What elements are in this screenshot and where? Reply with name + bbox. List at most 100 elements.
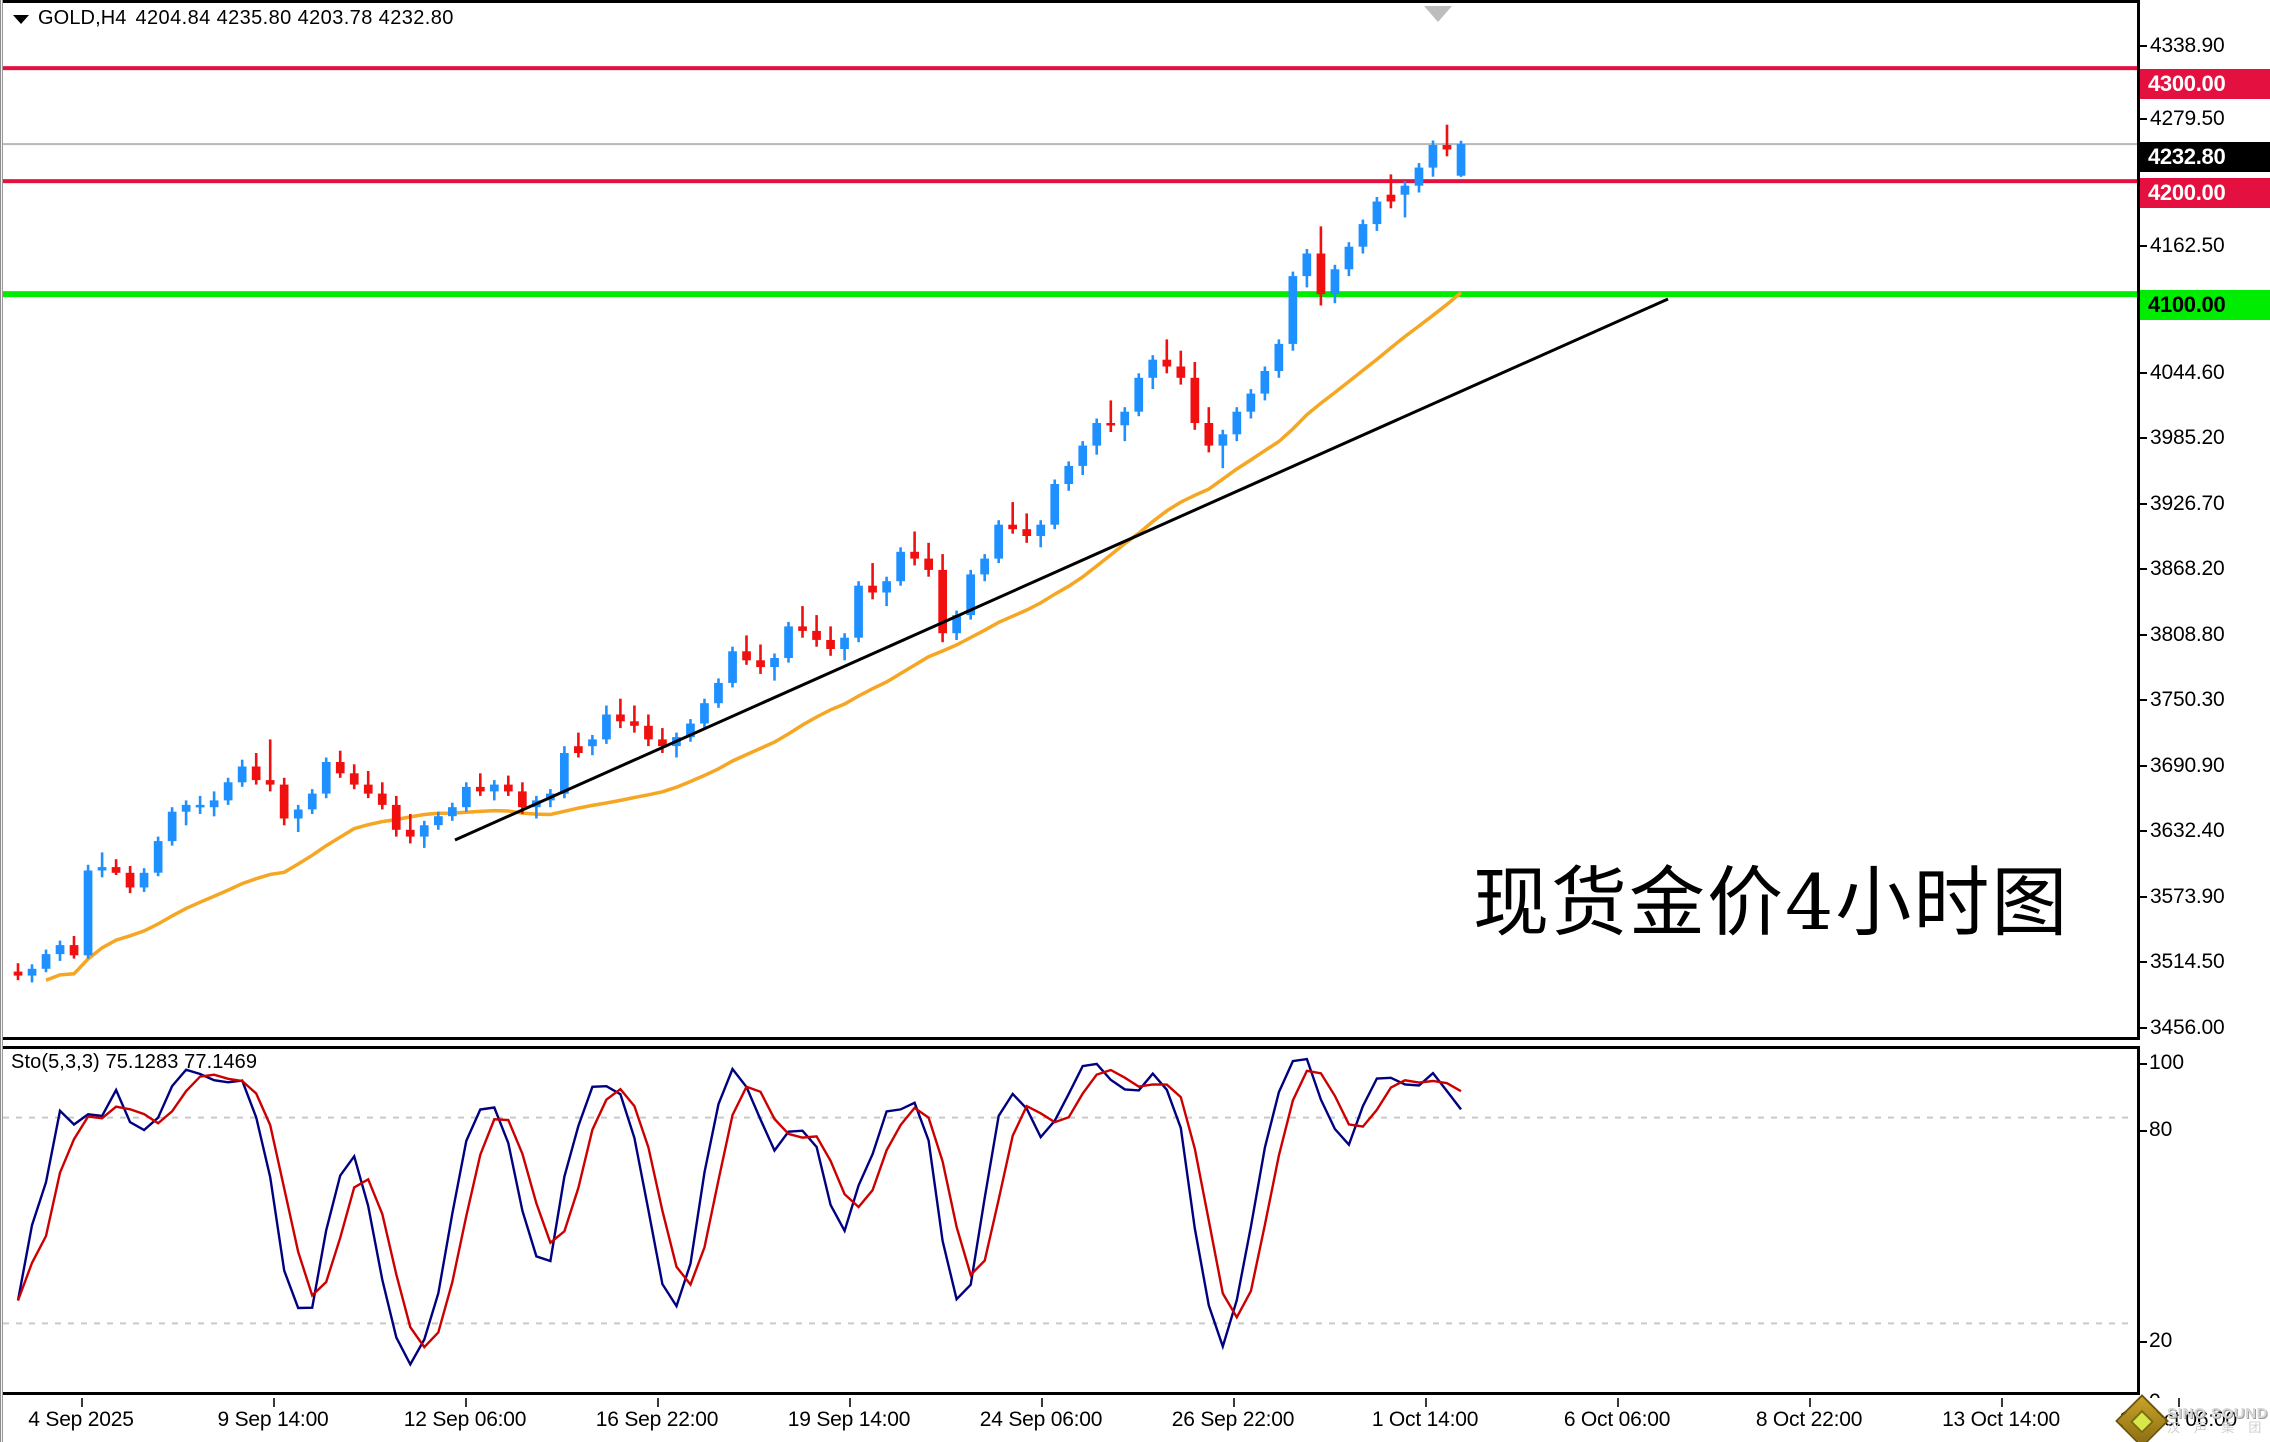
time-axis-label: 16 Sep 22:00 [595, 1408, 719, 1431]
candle-body [1260, 371, 1270, 394]
candle-body [952, 615, 961, 634]
price-axis-tick [2140, 118, 2147, 120]
price-axis-tick [2140, 765, 2147, 767]
candle-body [83, 870, 93, 956]
stochastic-axis-label: 100 [2149, 1051, 2185, 1074]
candle-wick [1109, 400, 1113, 432]
window-left-border [0, 0, 3, 1442]
candle-body [1358, 224, 1368, 247]
candle-body [1442, 145, 1452, 150]
stochastic-k-line [16, 1057, 1462, 1367]
candle-wick [745, 635, 748, 665]
time-axis-label: 6 Oct 06:00 [1563, 1408, 1671, 1431]
price-level-badge[interactable]: 4200.00 [2140, 178, 2270, 208]
time-axis-label: 1 Oct 14:00 [1371, 1408, 1479, 1431]
time-axis-label: 26 Sep 22:00 [1171, 1408, 1295, 1431]
candle-body [405, 829, 415, 837]
stochastic-axis-tick [2140, 1063, 2147, 1065]
caret-down-icon[interactable] [13, 15, 29, 24]
period-separator-marker [1424, 6, 1452, 22]
price-axis-label: 3514.50 [2150, 950, 2225, 973]
price-pane[interactable]: GOLD,H4 4204.84 4235.80 4203.78 4232.80 … [3, 0, 2140, 1040]
symbol-header: GOLD,H4 4204.84 4235.80 4203.78 4232.80 [13, 7, 454, 30]
time-axis-label: 4 Sep 2025 [28, 1408, 134, 1431]
candle-body [167, 811, 177, 842]
price-axis-label: 4044.60 [2150, 361, 2225, 384]
candle-body [97, 867, 107, 871]
price-axis-label: 4279.50 [2150, 107, 2225, 130]
candle-body [1078, 445, 1088, 466]
time-axis-tick [1617, 1398, 1619, 1407]
price-axis-tick [2140, 961, 2147, 963]
candle-body [756, 660, 765, 668]
candle-body [630, 721, 639, 726]
candle-body [910, 551, 919, 559]
candle-body [321, 762, 331, 794]
candle-body [419, 825, 429, 837]
candle-body [812, 630, 821, 640]
candle-body [1372, 201, 1382, 225]
price-axis-tick [2140, 372, 2147, 374]
last-price-line [3, 143, 2137, 146]
price-level-badge[interactable]: 4100.00 [2140, 290, 2270, 320]
candle-wick [871, 563, 874, 600]
candle-body [882, 581, 891, 593]
stochastic-plot-area[interactable] [3, 1049, 2134, 1392]
price-axis-tick [2140, 830, 2147, 832]
candle-body [518, 791, 527, 808]
candle-body [125, 872, 135, 888]
sino-sound-logo-icon [2115, 1394, 2169, 1442]
candle-body [1204, 423, 1214, 446]
candle-body [700, 703, 709, 724]
price-axis-label: 3573.90 [2150, 885, 2225, 908]
candle-body [602, 714, 611, 740]
stochastic-chart-svg [3, 1057, 2134, 1367]
candle-body [448, 807, 457, 817]
candle-body [377, 793, 387, 805]
candle-wick [577, 732, 580, 758]
candle-wick [1403, 181, 1407, 218]
resistance-line-4200 [3, 179, 2137, 184]
candle-wick [619, 698, 622, 729]
candle-body [560, 753, 569, 794]
ohlc-values: 4204.84 4235.80 4203.78 4232.80 [135, 7, 454, 29]
time-axis-label: 9 Sep 14:00 [217, 1408, 329, 1431]
candle-body [840, 637, 849, 649]
candle-body [41, 954, 51, 969]
candle-body [1400, 185, 1410, 195]
candle-body [1456, 144, 1466, 176]
candle-wick [759, 644, 762, 674]
candle-wick [773, 653, 776, 681]
candle-body [1414, 167, 1424, 186]
candle-body [728, 651, 737, 683]
candle-body [826, 640, 835, 649]
time-axis-tick [81, 1398, 83, 1407]
candle-body [153, 841, 163, 873]
candle-body [896, 551, 905, 582]
price-axis-label: 4162.50 [2150, 234, 2225, 257]
price-axis-label: 3926.70 [2150, 492, 2225, 515]
price-level-badge[interactable]: 4232.80 [2140, 142, 2270, 172]
candle-body [714, 682, 723, 704]
candle-wick [815, 615, 818, 647]
price-level-badge[interactable]: 4300.00 [2140, 69, 2270, 99]
candle-wick [1221, 429, 1225, 469]
time-axis-label: 13 Oct 14:00 [1942, 1408, 2060, 1431]
candle-body [1218, 434, 1228, 446]
candle-wick [184, 800, 188, 826]
candle-body [686, 723, 695, 738]
time-axis[interactable]: 4 Sep 2025 9 Sep 14:00 12 Sep 06:00 16 Sep … [3, 1398, 2270, 1442]
candle-body [1120, 411, 1130, 426]
stochastic-pane[interactable]: Sto(5,3,3) 75.1283 77.1469 [3, 1046, 2140, 1395]
time-axis-tick [1425, 1398, 1427, 1407]
candle-body [349, 773, 359, 785]
time-axis-label: 12 Sep 06:00 [403, 1408, 527, 1431]
price-axis[interactable]: 4338.904279.504221.004162.504103.104044.… [2140, 0, 2270, 1040]
candle-body [209, 800, 219, 808]
time-axis-tick [657, 1398, 659, 1407]
time-axis-tick [2001, 1398, 2003, 1407]
price-plot-area[interactable] [3, 6, 2137, 1040]
candle-body [1092, 423, 1102, 446]
candle-body [588, 739, 597, 747]
time-axis-tick [273, 1398, 275, 1407]
